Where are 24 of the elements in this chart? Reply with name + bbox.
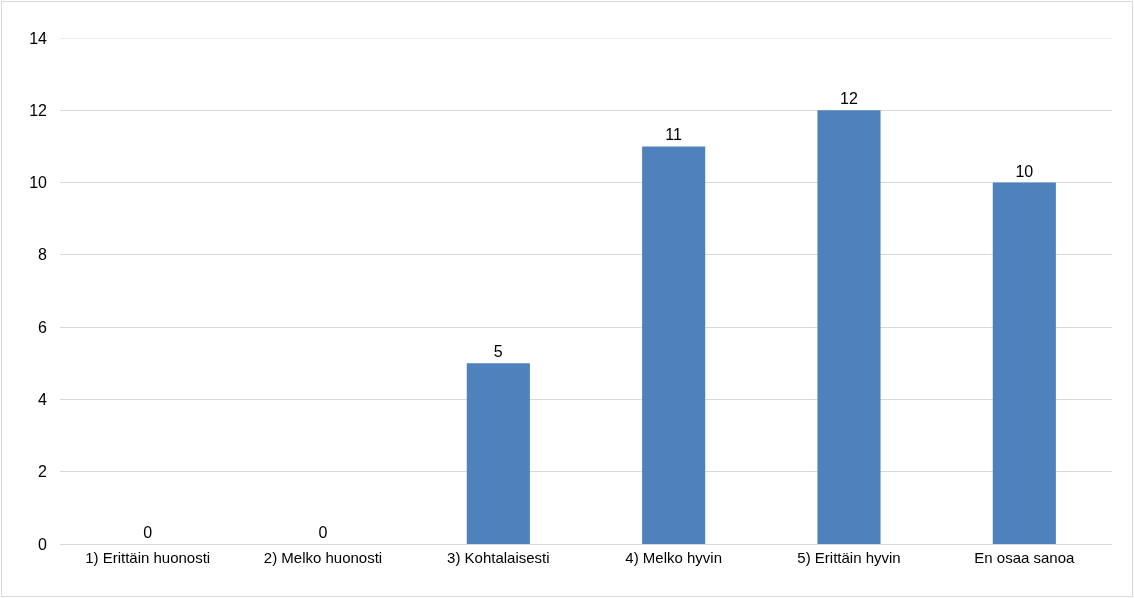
bar (817, 110, 881, 544)
y-tick-label: 4 (38, 391, 48, 409)
bar (466, 363, 530, 544)
bar (642, 146, 706, 544)
bar (992, 182, 1056, 544)
data-label: 5 (493, 343, 503, 361)
x-tick-label: 1) Erittäin huonosti (85, 549, 211, 566)
y-tick-label: 2 (38, 463, 48, 481)
data-label: 0 (318, 524, 328, 541)
x-tick-label: En osaa sanoa (974, 549, 1076, 566)
x-tick-label: 5) Erittäin hyvin (797, 549, 901, 566)
x-tick-label: 4) Melko hyvin (625, 549, 723, 566)
x-tick-label: 2) Melko huonosti (263, 549, 383, 566)
data-label: 12 (840, 90, 858, 108)
x-tick-label: 3) Kohtalaisesti (447, 549, 550, 566)
y-tick-label: 12 (29, 101, 48, 119)
y-tick-label: 10 (29, 174, 48, 192)
data-label: 11 (665, 126, 683, 144)
data-label: 0 (143, 524, 153, 541)
data-label: 10 (1015, 162, 1034, 180)
y-tick-label: 0 (38, 535, 48, 553)
y-tick-label: 14 (29, 29, 48, 47)
y-tick-label: 6 (38, 318, 48, 336)
y-tick-label: 8 (38, 246, 48, 264)
